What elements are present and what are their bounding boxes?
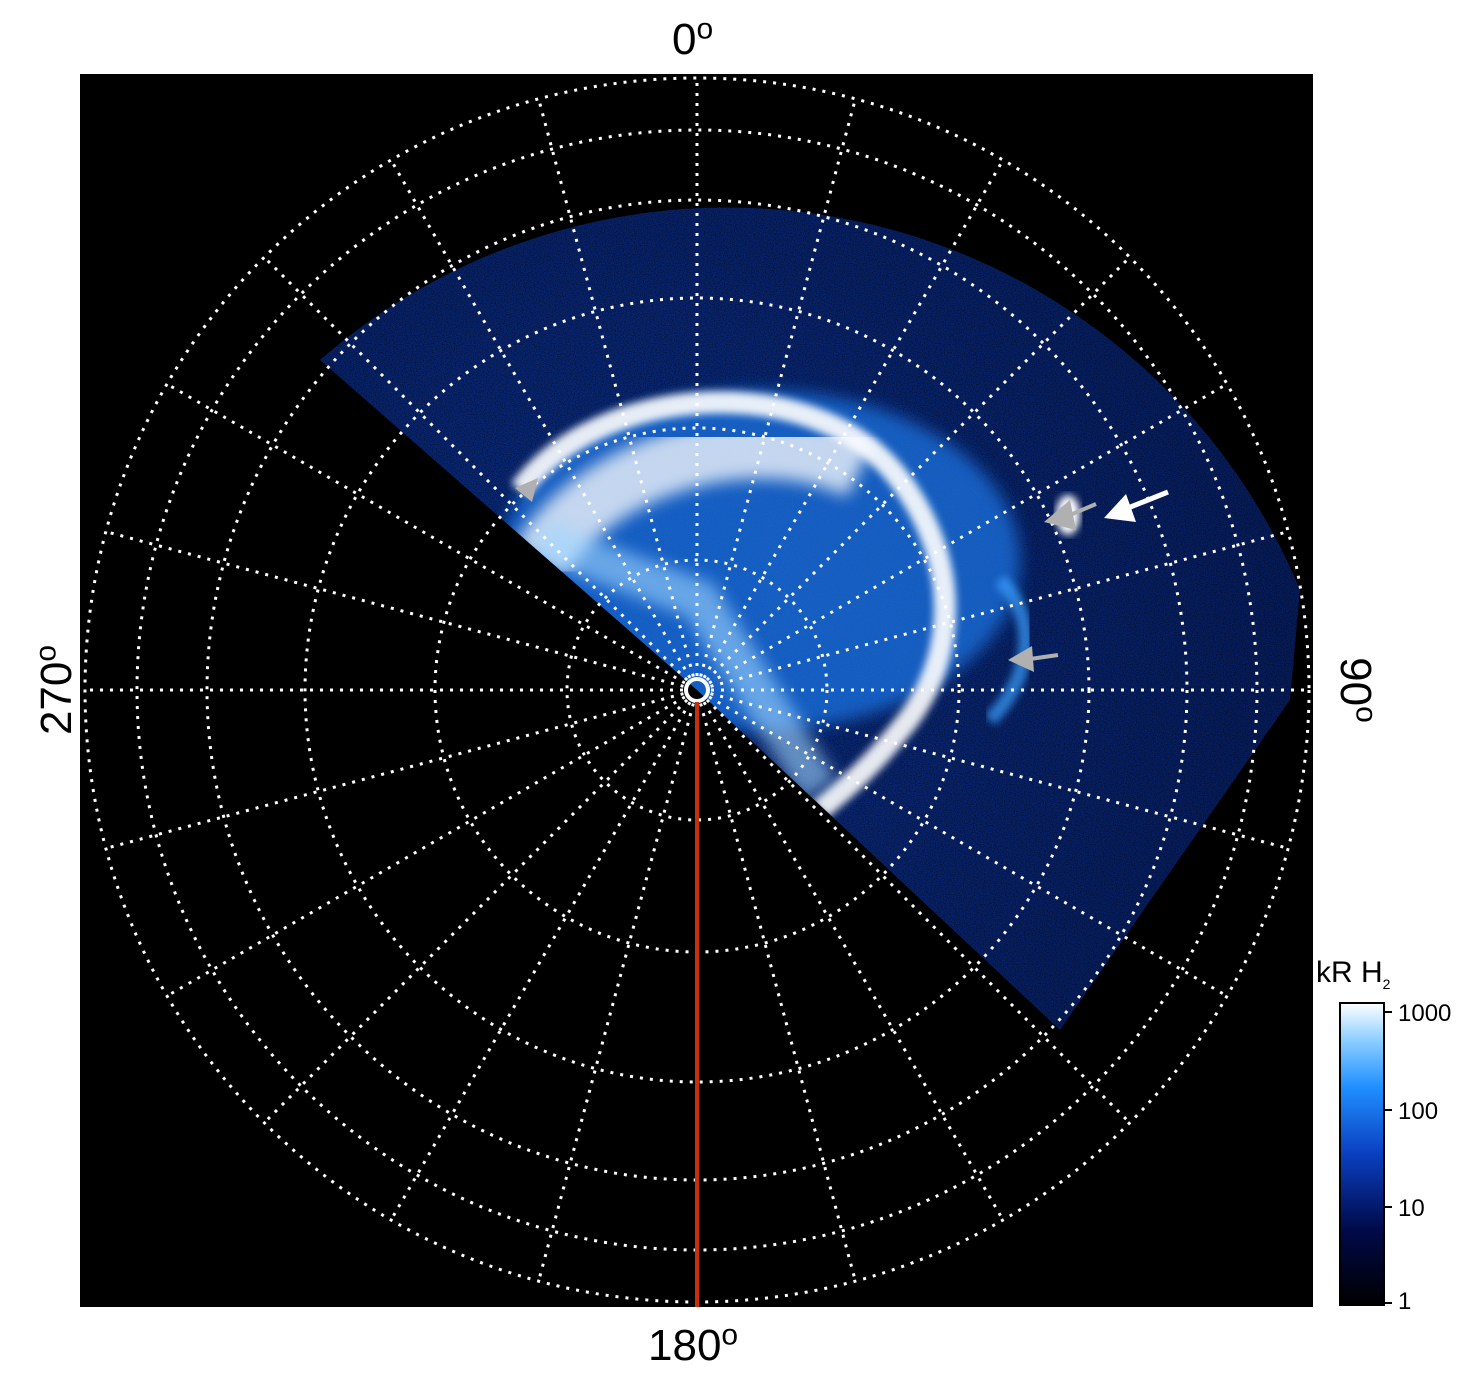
colorbar — [1339, 1002, 1385, 1306]
colorbar-tick: 100 — [1398, 1098, 1439, 1125]
arrow-pointer-icon — [1008, 646, 1059, 672]
colorbar-tick: 10 — [1398, 1195, 1425, 1222]
azimuth-label-top: 0o — [672, 12, 714, 64]
azimuth-label-right: 90o — [1330, 657, 1383, 723]
colorbar-title: kR H2 — [1316, 956, 1391, 992]
arrow-pointer-icon — [1044, 500, 1097, 530]
azimuth-label-left: 270o — [29, 644, 82, 736]
arrow-pointer-icon — [1104, 489, 1169, 522]
azimuth-label-bottom: 180o — [648, 1318, 739, 1370]
colorbar-tick: 1000 — [1398, 1000, 1452, 1027]
colorbar-tick: 1 — [1398, 1288, 1412, 1315]
pole-marker — [684, 677, 710, 703]
main-auroral-oval — [511, 391, 956, 819]
arrow-pointer-icon — [515, 478, 538, 502]
